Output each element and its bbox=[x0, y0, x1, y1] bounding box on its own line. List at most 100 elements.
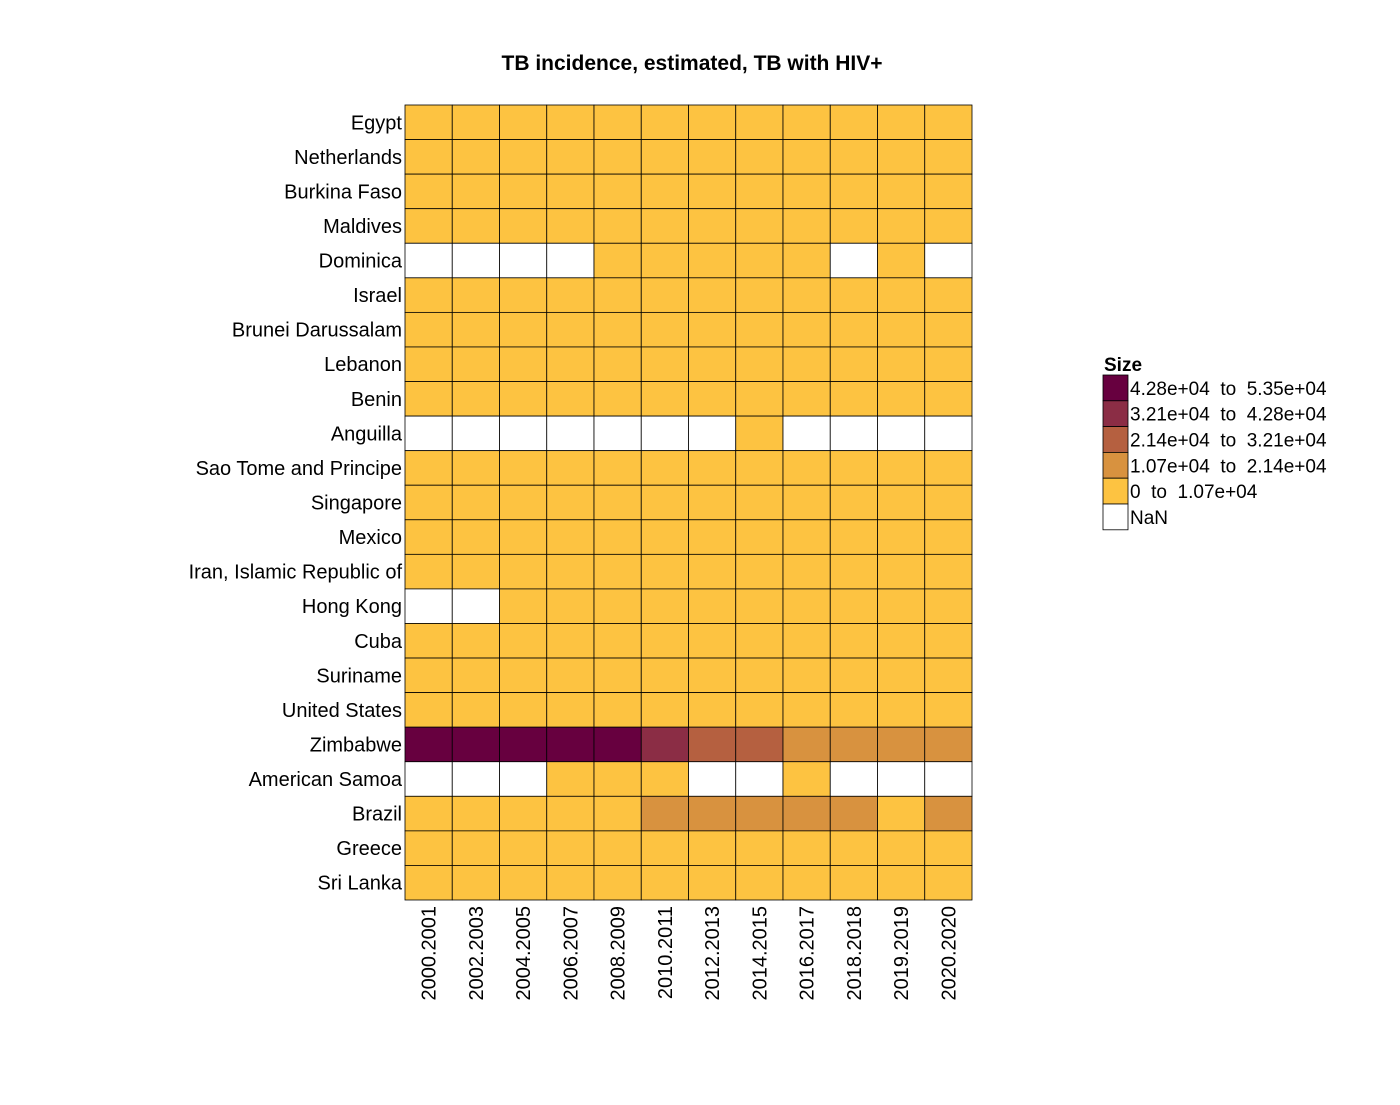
heatmap-cell bbox=[640, 761, 689, 797]
row-label: Burkina Faso bbox=[284, 181, 402, 203]
heatmap-cell bbox=[829, 830, 878, 866]
heatmap-cell bbox=[688, 588, 737, 624]
heatmap-cell bbox=[640, 484, 689, 521]
heatmap-cell bbox=[735, 865, 784, 901]
heatmap-cell bbox=[735, 277, 784, 313]
heatmap-cell bbox=[924, 657, 973, 694]
column-label: 2002.2003 bbox=[466, 906, 488, 1001]
column-label: 2018.2018 bbox=[844, 906, 866, 1001]
heatmap-cell bbox=[924, 865, 973, 901]
heatmap-cell bbox=[829, 104, 878, 140]
heatmap-cell bbox=[451, 830, 500, 866]
heatmap-cell bbox=[404, 104, 453, 140]
row-label: Israel bbox=[353, 285, 402, 307]
column-label: 2004.2005 bbox=[513, 906, 535, 1001]
heatmap-cell bbox=[688, 415, 737, 452]
heatmap-cell bbox=[451, 726, 500, 763]
heatmap-cell bbox=[640, 830, 689, 866]
heatmap-cells bbox=[404, 104, 973, 901]
heatmap-cell bbox=[546, 588, 595, 624]
heatmap-cell bbox=[451, 173, 500, 210]
heatmap-cell bbox=[546, 381, 595, 417]
row-label: United States bbox=[282, 700, 402, 722]
heatmap-cell bbox=[782, 139, 831, 175]
heatmap-cell bbox=[404, 795, 453, 832]
heatmap-cell bbox=[829, 761, 878, 797]
heatmap-cell bbox=[924, 588, 973, 624]
column-label: 2016.2017 bbox=[797, 906, 819, 1001]
heatmap-cell bbox=[688, 208, 737, 244]
heatmap-cell bbox=[735, 450, 784, 486]
heatmap-cell bbox=[688, 519, 737, 555]
heatmap-cell bbox=[499, 657, 548, 694]
row-label: Hong Kong bbox=[302, 596, 402, 618]
heatmap-cell bbox=[829, 692, 878, 728]
row-label: Sao Tome and Principe bbox=[196, 458, 402, 480]
heatmap-cell bbox=[782, 865, 831, 901]
heatmap-cell bbox=[451, 519, 500, 555]
row-label: Mexico bbox=[339, 527, 402, 549]
heatmap-cell bbox=[546, 346, 595, 382]
heatmap-cell bbox=[877, 242, 926, 279]
heatmap-cell bbox=[924, 173, 973, 210]
heatmap-cell bbox=[546, 450, 595, 486]
heatmap-cell bbox=[593, 761, 642, 797]
heatmap-cell bbox=[499, 208, 548, 244]
heatmap-cell bbox=[924, 277, 973, 313]
heatmap-cell bbox=[499, 139, 548, 175]
heatmap-cell bbox=[735, 795, 784, 832]
legend: Size 4.28e+04 to 5.35e+04 3.21e+04 to 4.2… bbox=[1102, 355, 1327, 531]
heatmap-cell bbox=[735, 104, 784, 140]
row-label: Maldives bbox=[323, 216, 402, 238]
heatmap-cell bbox=[924, 553, 973, 590]
legend-label: 4.28e+04 to 5.35e+04 bbox=[1130, 379, 1327, 400]
heatmap-cell bbox=[451, 865, 500, 901]
heatmap-cell bbox=[782, 173, 831, 210]
heatmap-cell bbox=[499, 830, 548, 866]
heatmap-cell bbox=[688, 277, 737, 313]
heatmap-cell bbox=[593, 415, 642, 452]
heatmap-cell bbox=[688, 104, 737, 140]
heatmap-cell bbox=[829, 346, 878, 382]
heatmap-cell bbox=[877, 139, 926, 175]
heatmap-cell bbox=[640, 657, 689, 694]
legend-swatch bbox=[1102, 374, 1129, 402]
heatmap-cell bbox=[499, 484, 548, 521]
heatmap-cell bbox=[451, 346, 500, 382]
heatmap-cell bbox=[404, 173, 453, 210]
heatmap-cell bbox=[829, 623, 878, 659]
heatmap-cell bbox=[593, 311, 642, 348]
legend-swatch bbox=[1102, 503, 1129, 531]
heatmap-cell bbox=[546, 484, 595, 521]
heatmap-cell bbox=[546, 726, 595, 763]
heatmap-cell bbox=[546, 415, 595, 452]
heatmap-cell bbox=[924, 692, 973, 728]
heatmap-cell bbox=[593, 865, 642, 901]
heatmap-cell bbox=[877, 692, 926, 728]
heatmap-cell bbox=[404, 519, 453, 555]
heatmap-cell bbox=[499, 761, 548, 797]
heatmap-cell bbox=[924, 519, 973, 555]
heatmap-cell bbox=[546, 208, 595, 244]
chart-title: TB incidence, estimated, TB with HIV+ bbox=[502, 52, 883, 75]
heatmap-cell bbox=[593, 623, 642, 659]
heatmap-cell bbox=[546, 553, 595, 590]
heatmap-cell bbox=[451, 588, 500, 624]
heatmap-cell bbox=[499, 553, 548, 590]
heatmap-cell bbox=[735, 553, 784, 590]
heatmap-cell bbox=[499, 104, 548, 140]
legend-label: 2.14e+04 to 3.21e+04 bbox=[1130, 431, 1327, 452]
heatmap-cell bbox=[593, 657, 642, 694]
row-label: Egypt bbox=[351, 112, 403, 134]
heatmap-cell bbox=[640, 519, 689, 555]
heatmap-cell bbox=[688, 761, 737, 797]
heatmap-cell bbox=[735, 415, 784, 452]
heatmap-cell bbox=[877, 519, 926, 555]
heatmap-cell bbox=[640, 242, 689, 279]
heatmap-cell bbox=[593, 588, 642, 624]
heatmap-cell bbox=[640, 415, 689, 452]
row-label: Zimbabwe bbox=[310, 734, 402, 756]
heatmap-cell bbox=[404, 830, 453, 866]
heatmap-cell bbox=[546, 657, 595, 694]
